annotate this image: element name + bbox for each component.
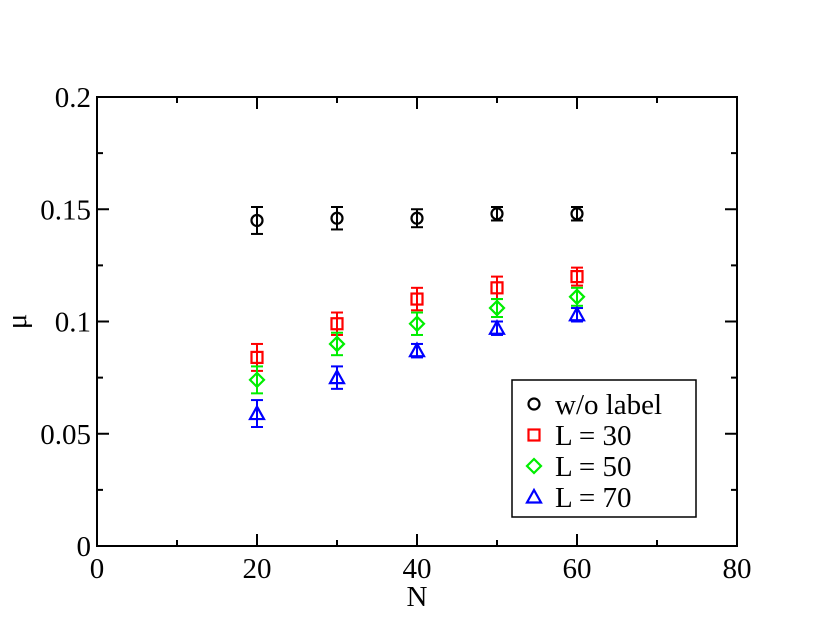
y-tick-label: 0.2 <box>55 82 91 114</box>
y-tick-label: 0.05 <box>40 419 91 451</box>
data-point <box>408 341 426 358</box>
data-point <box>408 315 426 333</box>
series-4 <box>248 305 586 429</box>
data-point <box>410 211 424 225</box>
data-point <box>568 288 586 306</box>
axes: 0 20 40 60 80 0 0.05 0.1 0.15 0.2 Nμ <box>1 82 752 613</box>
data-point <box>248 404 266 421</box>
data-point <box>250 213 264 228</box>
series-3 <box>248 286 586 395</box>
x-tick-label: 20 <box>243 553 272 585</box>
x-tick-label: 60 <box>563 553 592 585</box>
data-point <box>328 368 346 385</box>
legend-label: L = 30 <box>555 420 632 452</box>
data-point <box>410 292 424 306</box>
data-point <box>250 350 264 365</box>
series-2 <box>250 266 584 372</box>
data-point <box>570 207 584 221</box>
series-1 <box>250 206 584 235</box>
legend-label: L = 50 <box>555 451 632 483</box>
legend-label: w/o label <box>555 389 662 421</box>
data-point <box>490 207 504 221</box>
x-tick-label: 40 <box>403 553 432 585</box>
y-tick-label: 0 <box>77 531 92 563</box>
data-point <box>568 305 586 322</box>
data-series <box>248 206 586 429</box>
x-tick-label: 80 <box>723 553 752 585</box>
data-point <box>248 371 266 389</box>
data-point <box>330 211 344 225</box>
y-tick-label: 0.15 <box>40 194 91 226</box>
legend-box <box>511 379 697 518</box>
legend-marker <box>525 457 543 475</box>
data-point <box>488 318 506 335</box>
data-point <box>490 281 504 295</box>
legend-marker <box>527 397 541 411</box>
legend-marker <box>525 487 543 504</box>
y-tick-label: 0.1 <box>55 307 91 339</box>
legend-label: L = 70 <box>555 482 632 514</box>
y-axis-label: μ <box>1 314 33 330</box>
data-point <box>330 317 344 331</box>
x-axis-label: N <box>407 581 428 613</box>
data-point <box>570 270 584 284</box>
x-tick-label: 0 <box>90 553 105 585</box>
data-point <box>488 299 506 317</box>
data-point <box>328 335 346 353</box>
legend-marker <box>527 428 541 442</box>
